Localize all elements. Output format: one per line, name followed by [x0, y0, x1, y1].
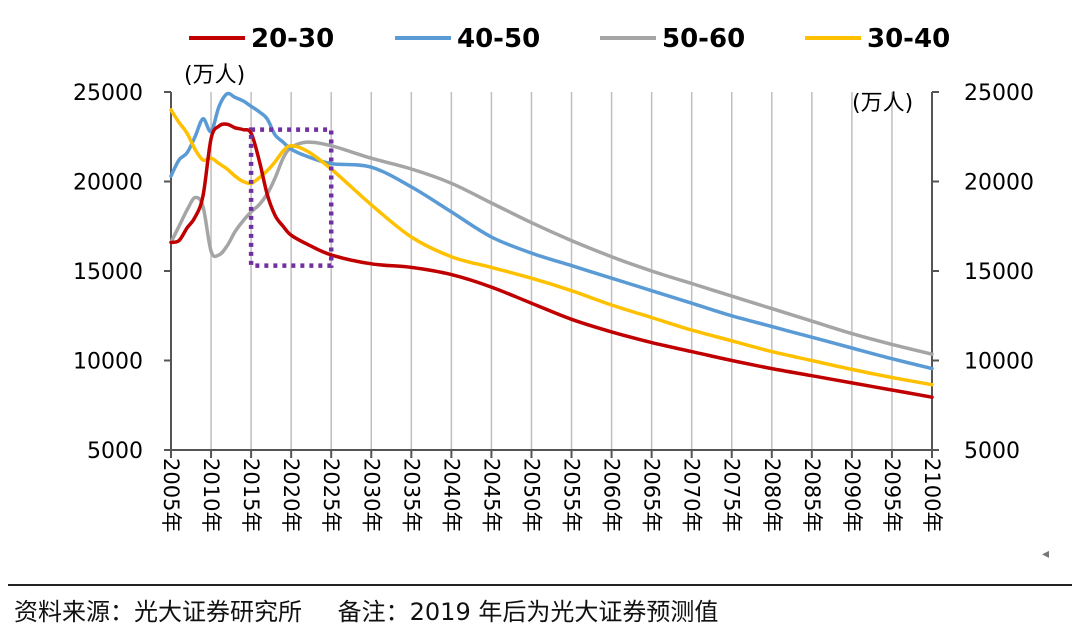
- y-tick-label-right: 20000: [964, 171, 1034, 196]
- x-tick-label: 2055年: [560, 458, 584, 532]
- y-tick-label-right: 15000: [964, 260, 1034, 285]
- y-tick-label-right: 10000: [964, 350, 1034, 375]
- series-line-30-40: [169, 108, 934, 387]
- y-tick-label-left: 20000: [73, 171, 143, 196]
- x-tick-label: 2030年: [359, 458, 383, 532]
- series-line-40-50: [169, 91, 934, 371]
- x-tick-label: 2080年: [760, 458, 784, 532]
- y-tick-label-left: 25000: [73, 81, 143, 106]
- x-tick-label: 2025年: [319, 458, 343, 532]
- x-tick-label: 2015年: [239, 458, 263, 532]
- legend-label: 20-30: [251, 24, 334, 54]
- legend-label: 50-60: [662, 24, 745, 54]
- legend: 20-30 40-50 50-60 30-40: [189, 24, 950, 54]
- y-axis-right-ticks: 25000 20000 15000 10000 5000: [932, 81, 1034, 464]
- source-note: 资料来源：光大证券研究所 备注：2019 年后为光大证券预测值: [14, 592, 746, 627]
- y-tick-label-left: 5000: [87, 439, 143, 464]
- x-tick-label: 2095年: [880, 458, 904, 532]
- x-tick-label: 2090年: [840, 458, 864, 532]
- y-tick-label-right: 25000: [964, 81, 1034, 106]
- x-tick-label: 2100年: [920, 458, 944, 532]
- x-axis-ticks: 2005年 2010年 2015年 2020年 2025年 2030年 2035年 2040年…: [159, 450, 944, 532]
- gridlines: [210, 92, 933, 450]
- y-tick-label-left: 15000: [73, 260, 143, 285]
- forecast-note: 备注：2019 年后为光大证券预测值: [337, 598, 719, 626]
- x-tick-label: 2075年: [720, 458, 744, 532]
- y-unit-right: (万人): [852, 91, 913, 116]
- x-tick-label: 2005年: [159, 458, 183, 532]
- x-tick-label: 2070年: [680, 458, 704, 532]
- legend-label: 40-50: [457, 24, 540, 54]
- footer-divider: [8, 584, 1072, 586]
- legend-label: 30-40: [867, 24, 950, 54]
- x-tick-label: 2035年: [399, 458, 423, 532]
- nav-marker-icon: ◂: [1042, 546, 1050, 562]
- series-line-50-60: [169, 140, 934, 356]
- x-tick-label: 2085年: [800, 458, 824, 532]
- series-lines: [169, 91, 934, 399]
- x-tick-label: 2060年: [600, 458, 624, 532]
- x-tick-label: 2020年: [279, 458, 303, 532]
- chart: 25000 20000 15000 10000 5000 25000 20000 15000…: [73, 24, 1034, 532]
- y-tick-label-right: 5000: [964, 439, 1020, 464]
- series-line-20-30: [169, 122, 934, 399]
- y-unit-left: (万人): [184, 63, 245, 88]
- y-axis-left-ticks: 25000 20000 15000 10000 5000: [73, 81, 171, 464]
- y-tick-label-left: 10000: [73, 350, 143, 375]
- x-tick-label: 2045年: [479, 458, 503, 532]
- source-label: 资料来源：光大证券研究所: [14, 598, 302, 626]
- x-tick-label: 2050年: [519, 458, 543, 532]
- x-tick-label: 2040年: [439, 458, 463, 532]
- x-tick-label: 2065年: [640, 458, 664, 532]
- x-tick-label: 2010年: [199, 458, 223, 532]
